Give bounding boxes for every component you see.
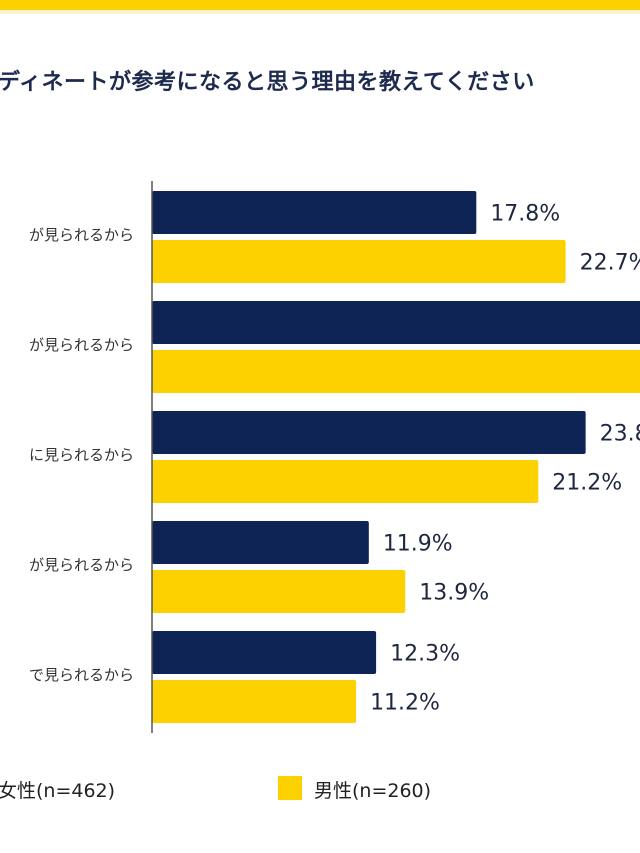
chart-title: ディネートが参考になると思う理由を教えてください — [0, 70, 535, 95]
legend-label-female: 女性(n=462) — [0, 780, 116, 802]
category-label: が見られるから — [29, 336, 134, 354]
category-label: が見られるから — [29, 226, 134, 244]
category-label: に見られるから — [29, 446, 134, 464]
bar-male — [152, 460, 539, 503]
bar-male — [152, 570, 406, 613]
bar-male — [152, 350, 640, 393]
data-label: 13.9% — [419, 581, 489, 606]
legend-label-male: 男性(n=260) — [314, 780, 432, 802]
category-label: が見られるから — [29, 556, 134, 574]
bar-female — [152, 521, 369, 564]
top-accent-stripe — [0, 0, 640, 10]
bar-female — [152, 411, 586, 454]
bar-female — [152, 301, 640, 344]
data-label: 21.2% — [552, 471, 622, 496]
data-label: 11.2% — [370, 691, 440, 716]
data-label: 11.9% — [383, 532, 453, 557]
bar-male — [152, 680, 357, 723]
data-label: 23.8 — [600, 422, 640, 447]
data-label: 22.7% — [580, 251, 640, 276]
bar-female — [152, 191, 477, 234]
top-accent-stripe-shadow — [0, 10, 640, 14]
category-label: で見られるから — [29, 666, 134, 684]
bar-male — [152, 240, 566, 283]
legend-swatch-male — [278, 776, 302, 800]
data-label: 12.3% — [390, 642, 460, 667]
data-label: 17.8% — [490, 202, 560, 227]
bar-female — [152, 631, 377, 674]
